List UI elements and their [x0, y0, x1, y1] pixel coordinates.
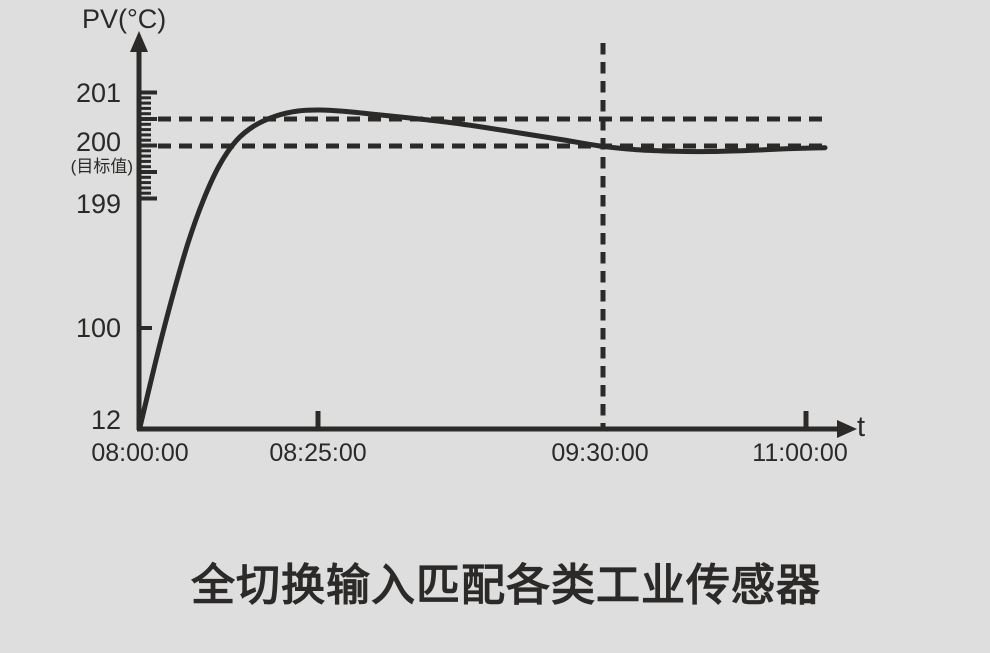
y-axis-arrowhead [130, 31, 148, 52]
x-axis-title: t [857, 411, 866, 443]
y-axis-title: PV(°C) [82, 4, 167, 34]
y-tick-label-201: 201 [75, 78, 121, 108]
y-tick-label-199: 199 [75, 189, 121, 219]
x-axis-arrowhead [837, 420, 857, 438]
y-tick-label-12: 12 [90, 405, 121, 435]
x-tick-label-093000: 09:30:00 [551, 439, 649, 467]
y-tick-label-200: 200 [75, 127, 121, 157]
y-tick-label-100: 100 [75, 313, 121, 343]
pv-curve [137, 107, 828, 430]
x-tick-label-110000: 11:00:00 [752, 439, 848, 467]
target-value-label: (目标值) [70, 157, 133, 176]
x-tick-label-080000: 08:00:00 [91, 439, 189, 467]
x-tick-label-082500: 08:25:00 [269, 439, 367, 467]
chart-caption: 全切换输入匹配各类工业传感器 [191, 561, 821, 610]
